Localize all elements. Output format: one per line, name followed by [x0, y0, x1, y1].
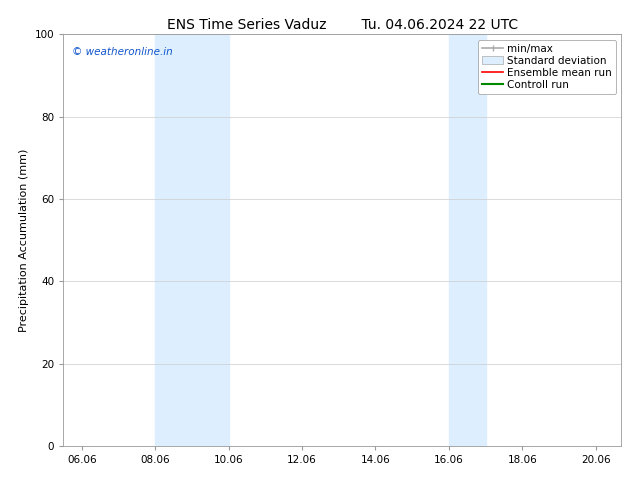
- Text: © weatheronline.in: © weatheronline.in: [72, 47, 172, 57]
- Title: ENS Time Series Vaduz        Tu. 04.06.2024 22 UTC: ENS Time Series Vaduz Tu. 04.06.2024 22 …: [167, 18, 518, 32]
- Legend: min/max, Standard deviation, Ensemble mean run, Controll run: min/max, Standard deviation, Ensemble me…: [478, 40, 616, 94]
- Bar: [449, 34, 486, 446]
- Bar: [155, 34, 229, 446]
- Y-axis label: Precipitation Accumulation (mm): Precipitation Accumulation (mm): [19, 148, 29, 332]
